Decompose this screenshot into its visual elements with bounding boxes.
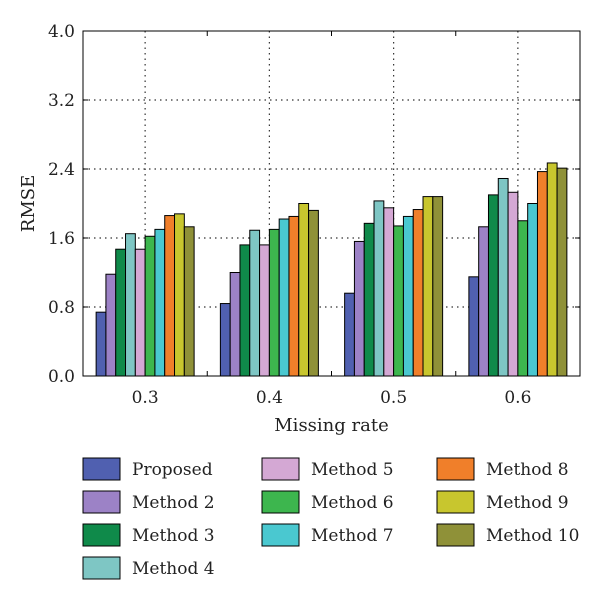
y-tick-label: 2.4 xyxy=(48,160,75,180)
bar xyxy=(183,226,195,377)
bar xyxy=(219,303,231,377)
axes-layer: 0.0 0.8 1.6 2.4 3.2 4.0 0.3 0.4 0.5 0.6 xyxy=(48,22,580,408)
bar xyxy=(527,203,538,377)
bar xyxy=(268,228,280,377)
legend-label: Method 5 xyxy=(311,460,394,480)
x-tick-label: 0.4 xyxy=(256,388,283,408)
bar xyxy=(134,248,146,377)
x-tick-label: 0.5 xyxy=(380,388,407,408)
bar xyxy=(125,233,136,377)
bar xyxy=(536,171,548,377)
legend-label: Method 8 xyxy=(486,460,569,480)
bar xyxy=(393,225,404,377)
bar xyxy=(383,207,395,377)
bar xyxy=(517,220,529,377)
legend-swatch xyxy=(436,523,475,547)
bar xyxy=(249,229,261,377)
bar xyxy=(278,218,290,377)
legend-swatch xyxy=(261,457,300,481)
bar xyxy=(497,177,509,377)
x-axis-title: Missing rate xyxy=(274,415,388,436)
legend-label: Method 9 xyxy=(486,493,569,513)
legend-swatch xyxy=(82,556,121,580)
legend-swatch xyxy=(436,490,475,514)
bar xyxy=(353,240,365,377)
bars-layer xyxy=(95,162,568,377)
y-axis-title: RMSE xyxy=(18,175,39,232)
x-tick-label: 0.3 xyxy=(132,388,159,408)
bar xyxy=(95,311,107,377)
bar xyxy=(478,226,489,377)
bar xyxy=(546,162,558,377)
legend-label: Method 6 xyxy=(311,493,394,513)
bar xyxy=(422,196,434,377)
legend-swatch xyxy=(82,457,121,481)
legend-label: Method 10 xyxy=(486,526,579,546)
bar xyxy=(507,191,519,377)
legend-swatch xyxy=(436,457,475,481)
legend-label: Method 3 xyxy=(132,526,215,546)
bar xyxy=(344,292,355,377)
bar xyxy=(239,244,251,377)
y-tick-label: 1.6 xyxy=(48,229,75,249)
bar xyxy=(229,272,241,377)
bar xyxy=(144,235,156,377)
y-tick-label: 0.0 xyxy=(48,367,75,387)
bar xyxy=(468,276,480,377)
legend-swatch xyxy=(261,490,300,514)
y-tick-label: 0.8 xyxy=(48,298,75,318)
bar xyxy=(154,228,166,377)
bar xyxy=(432,196,444,377)
bar xyxy=(363,222,375,377)
bar xyxy=(308,209,319,377)
x-tick-label: 0.6 xyxy=(504,388,531,408)
bar xyxy=(288,215,300,377)
bar xyxy=(115,248,127,377)
bar xyxy=(174,213,185,377)
bar xyxy=(373,200,385,377)
bar xyxy=(487,194,499,377)
bar xyxy=(402,215,414,377)
bar xyxy=(412,209,424,377)
bar xyxy=(556,167,568,377)
bar xyxy=(298,203,310,377)
legend-swatch xyxy=(261,523,300,547)
legend-label: Method 7 xyxy=(311,526,394,546)
legend-swatch xyxy=(82,490,121,514)
bar xyxy=(259,244,270,377)
y-tick-label: 4.0 xyxy=(48,22,75,42)
y-tick-label: 3.2 xyxy=(48,91,75,111)
legend-label: Method 4 xyxy=(132,559,215,579)
legend-swatch xyxy=(82,523,121,547)
legend-label: Method 2 xyxy=(132,493,215,513)
bar xyxy=(105,273,117,377)
bar xyxy=(164,215,176,377)
legend: Proposed Method 2 Method 3 Method 4 Method 5… xyxy=(82,457,579,580)
legend-label: Proposed xyxy=(132,460,213,480)
